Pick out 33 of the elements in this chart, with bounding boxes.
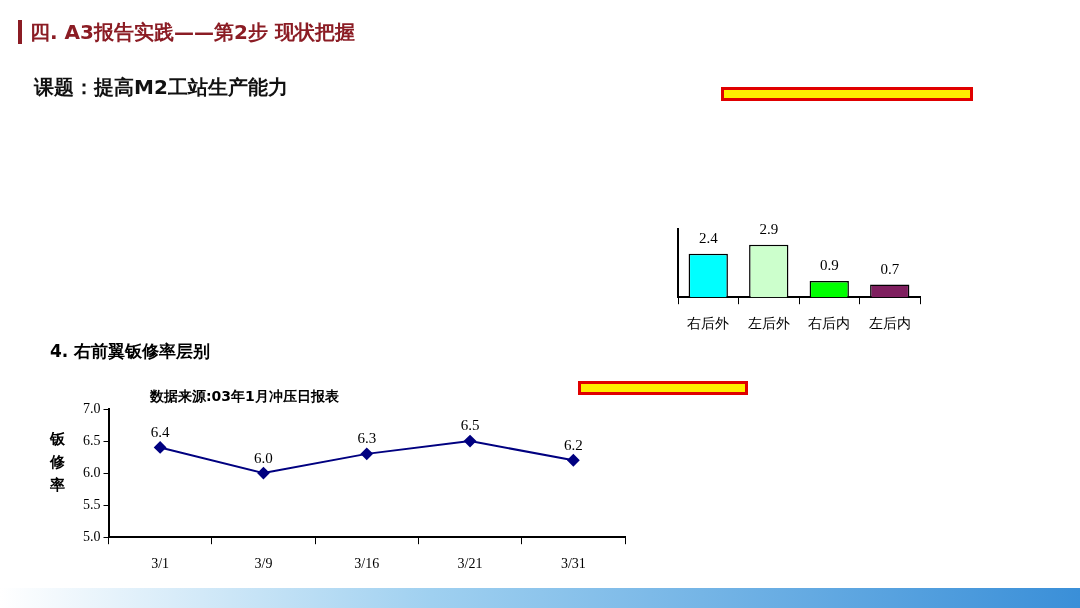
x-tick-label: 3/31 bbox=[560, 556, 586, 572]
point bbox=[257, 467, 270, 480]
x-tick-label: 3/1 bbox=[151, 556, 170, 572]
text: 6.2 bbox=[563, 436, 583, 453]
x-tick-label: 右后外 bbox=[687, 316, 730, 332]
text: 6.5 bbox=[460, 417, 480, 434]
y-tick-label: 7.0 bbox=[83, 400, 101, 416]
data-label: 2.4 bbox=[698, 230, 719, 247]
text: 课题：提高M2工站生产能力 bbox=[34, 74, 288, 101]
text: 四. A3报告实践——第2步 现状把握 bbox=[18, 20, 355, 44]
text: 6.0 bbox=[254, 449, 273, 466]
data-label: 0.9 bbox=[819, 257, 839, 274]
point bbox=[567, 454, 580, 467]
text: 6.3 bbox=[357, 430, 377, 447]
y-tick-label: 5.0 bbox=[83, 528, 101, 544]
x-tick-label: 3/9 bbox=[254, 556, 273, 572]
chart-title: 4. 右前翼钣修率层别 bbox=[50, 340, 211, 363]
source-note: 数据来源:03年1月冲压日报表 bbox=[150, 388, 339, 406]
x-tick-label: 3/16 bbox=[354, 556, 380, 572]
y-tick-label: 5.5 bbox=[83, 496, 101, 512]
x-tick-label: 右后内 bbox=[808, 316, 851, 332]
y-tick-label: 6.5 bbox=[83, 432, 101, 448]
data-label: 2.9 bbox=[759, 221, 779, 238]
y-axis-title: 钣修率 bbox=[50, 429, 66, 496]
text: 6.4 bbox=[150, 423, 170, 440]
x-tick-label: 3/21 bbox=[457, 556, 483, 572]
point bbox=[154, 441, 167, 454]
data-label: 0.7 bbox=[880, 260, 900, 277]
x-tick-label: 左后外 bbox=[747, 316, 790, 332]
x-tick-label: 左后内 bbox=[868, 316, 911, 332]
y-tick-label: 6.0 bbox=[83, 464, 101, 480]
point bbox=[464, 435, 477, 448]
point bbox=[360, 447, 373, 460]
